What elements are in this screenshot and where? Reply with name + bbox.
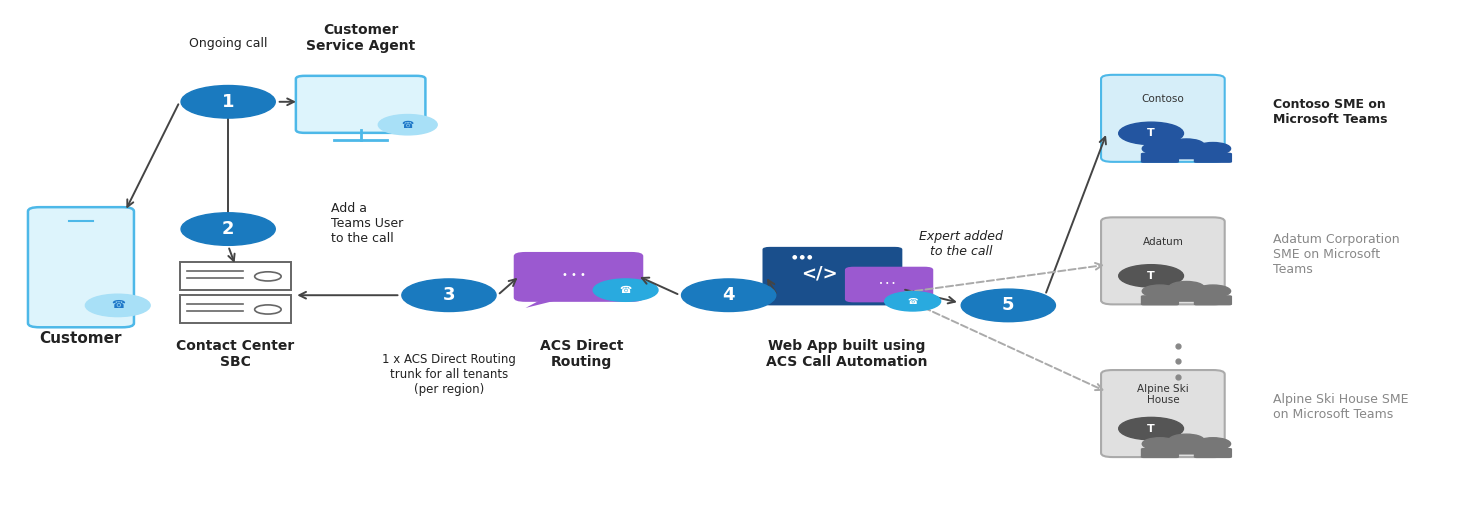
FancyBboxPatch shape — [1141, 295, 1179, 305]
FancyBboxPatch shape — [1194, 448, 1232, 458]
FancyBboxPatch shape — [1194, 295, 1232, 305]
Circle shape — [402, 279, 496, 312]
Circle shape — [961, 289, 1055, 322]
Text: ACS Direct
Routing: ACS Direct Routing — [540, 338, 623, 369]
Text: ● ● ●: ● ● ● — [792, 254, 813, 259]
FancyBboxPatch shape — [1101, 217, 1225, 304]
FancyBboxPatch shape — [1101, 370, 1225, 457]
Circle shape — [181, 213, 275, 245]
Text: 5: 5 — [1002, 296, 1014, 315]
Text: Web App built using
ACS Call Automation: Web App built using ACS Call Automation — [765, 338, 927, 369]
FancyBboxPatch shape — [1101, 75, 1225, 162]
Text: • • •: • • • — [879, 281, 896, 287]
Polygon shape — [526, 298, 567, 308]
FancyBboxPatch shape — [180, 262, 291, 290]
FancyBboxPatch shape — [180, 295, 291, 323]
Text: T: T — [1147, 128, 1156, 138]
Text: ☎: ☎ — [907, 297, 919, 306]
Circle shape — [593, 279, 658, 301]
Text: 3: 3 — [443, 286, 455, 304]
Text: ☎: ☎ — [110, 300, 125, 310]
Text: Ongoing call: Ongoing call — [188, 37, 268, 50]
Text: Alpine Ski House SME
on Microsoft Teams: Alpine Ski House SME on Microsoft Teams — [1273, 393, 1409, 421]
Text: T: T — [1147, 271, 1156, 281]
Circle shape — [682, 279, 776, 312]
Circle shape — [1195, 143, 1231, 155]
Text: ☎: ☎ — [402, 120, 414, 130]
Text: • • •: • • • — [562, 270, 586, 280]
Circle shape — [885, 292, 941, 311]
Text: 1: 1 — [222, 93, 234, 111]
Text: Expert added
to the call: Expert added to the call — [920, 230, 1002, 259]
Text: Alpine Ski
House: Alpine Ski House — [1136, 384, 1189, 405]
Text: ☎: ☎ — [620, 285, 631, 295]
Text: 4: 4 — [723, 286, 735, 304]
Circle shape — [1169, 434, 1204, 446]
Text: T: T — [1147, 423, 1156, 434]
FancyBboxPatch shape — [1167, 292, 1206, 302]
FancyBboxPatch shape — [28, 207, 134, 327]
Text: Contoso: Contoso — [1141, 94, 1185, 104]
Text: Contact Center
SBC: Contact Center SBC — [177, 338, 294, 369]
Circle shape — [1119, 122, 1183, 145]
Text: Adatum: Adatum — [1142, 237, 1183, 247]
FancyBboxPatch shape — [1141, 153, 1179, 163]
Circle shape — [85, 294, 150, 317]
Text: Contoso SME on
Microsoft Teams: Contoso SME on Microsoft Teams — [1273, 98, 1388, 126]
FancyBboxPatch shape — [1167, 149, 1206, 159]
Circle shape — [1169, 281, 1204, 294]
Text: 1 x ACS Direct Routing
trunk for all tenants
(per region): 1 x ACS Direct Routing trunk for all ten… — [383, 353, 515, 395]
Circle shape — [378, 115, 437, 135]
Text: Add a
Teams User
to the call: Add a Teams User to the call — [331, 203, 403, 245]
Circle shape — [181, 86, 275, 118]
FancyBboxPatch shape — [514, 252, 643, 302]
Circle shape — [1195, 438, 1231, 450]
FancyBboxPatch shape — [296, 76, 425, 133]
FancyBboxPatch shape — [1194, 153, 1232, 163]
FancyBboxPatch shape — [1141, 448, 1179, 458]
Circle shape — [1119, 417, 1183, 440]
Circle shape — [1142, 143, 1178, 155]
Circle shape — [1142, 285, 1178, 297]
Circle shape — [1142, 438, 1178, 450]
Text: 2: 2 — [222, 220, 234, 238]
FancyBboxPatch shape — [845, 267, 933, 302]
Text: Adatum Corporation
SME on Microsoft
Teams: Adatum Corporation SME on Microsoft Team… — [1273, 233, 1400, 276]
Text: </>: </> — [802, 265, 838, 283]
Circle shape — [1169, 139, 1204, 151]
FancyBboxPatch shape — [762, 247, 902, 305]
Circle shape — [1119, 265, 1183, 287]
Text: Customer
Service Agent: Customer Service Agent — [306, 23, 415, 53]
Text: Customer: Customer — [40, 331, 122, 346]
FancyBboxPatch shape — [1167, 444, 1206, 455]
Circle shape — [1195, 285, 1231, 297]
